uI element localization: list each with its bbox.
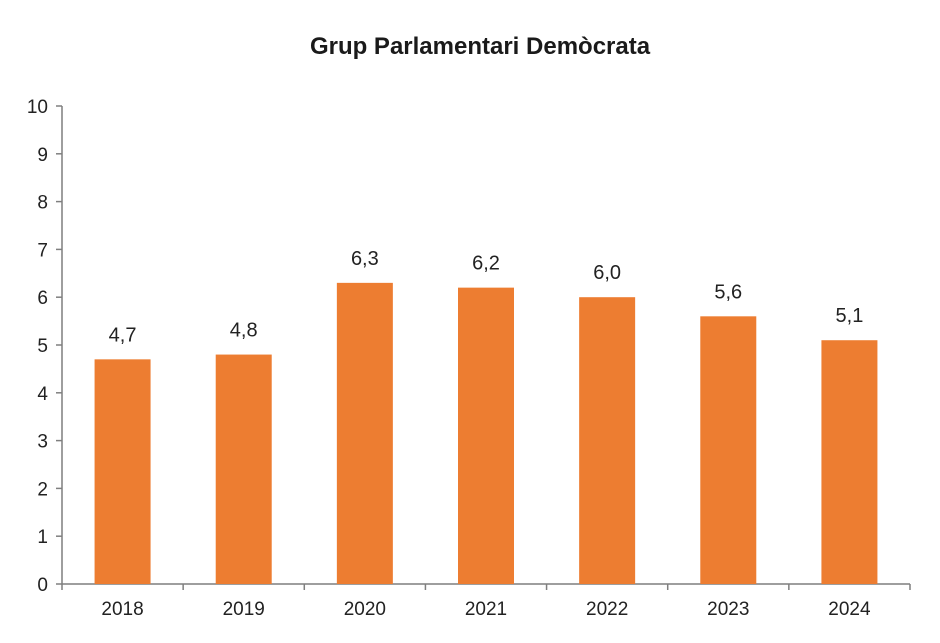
data-label: 5,6 — [714, 281, 742, 303]
x-axis: 2018 2019 2020 2021 2022 2023 2024 — [61, 583, 911, 620]
y-tick-label: 2 — [37, 479, 48, 500]
data-label: 5,1 — [836, 305, 864, 327]
data-label: 6,3 — [351, 248, 379, 270]
bar — [336, 282, 393, 584]
x-tick-label: 2020 — [344, 599, 386, 620]
y-tick-label: 10 — [27, 97, 48, 118]
y-axis: 0 1 2 3 4 5 6 7 8 9 10 — [27, 97, 63, 596]
bars — [94, 282, 878, 584]
x-tick-label: 2021 — [465, 599, 507, 620]
data-labels: 4,7 4,8 6,3 6,2 6,0 5,6 5,1 — [109, 248, 864, 346]
y-tick-label: 5 — [37, 336, 48, 357]
bar — [215, 354, 272, 584]
data-label: 6,0 — [593, 262, 621, 284]
bar — [700, 316, 757, 584]
y-tick-label: 9 — [37, 145, 48, 166]
bar — [579, 297, 636, 584]
data-label: 6,2 — [472, 253, 500, 275]
y-tick-label: 8 — [37, 193, 48, 214]
x-tick-label: 2019 — [223, 599, 265, 620]
bar — [821, 340, 878, 584]
x-tick-label: 2022 — [586, 599, 628, 620]
x-tick-label: 2024 — [828, 599, 871, 620]
chart-title: Grup Parlamentari Demòcrata — [310, 33, 651, 60]
data-label: 4,8 — [230, 320, 258, 342]
bar — [458, 287, 514, 584]
data-label: 4,7 — [109, 324, 137, 346]
y-tick-label: 7 — [37, 240, 48, 261]
y-tick-label: 3 — [37, 432, 48, 453]
y-tick-label: 6 — [37, 288, 48, 309]
x-tick-label: 2023 — [707, 599, 749, 620]
x-tick-label: 2018 — [101, 599, 143, 620]
y-tick-label: 0 — [37, 575, 48, 596]
y-tick-label: 4 — [37, 384, 48, 405]
y-tick-label: 1 — [37, 527, 48, 548]
bar — [94, 359, 151, 584]
